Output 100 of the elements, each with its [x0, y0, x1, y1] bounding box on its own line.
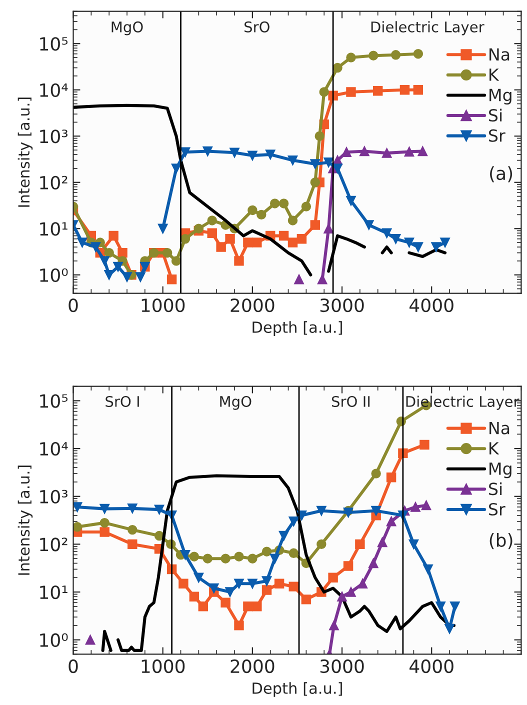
annotation: SrO II: [332, 396, 370, 408]
point: [274, 578, 284, 588]
point: [386, 516, 396, 526]
y-tick-label: 10⁵: [40, 394, 68, 408]
point: [216, 242, 226, 252]
legend-label: Sr: [489, 129, 506, 142]
point: [288, 548, 299, 558]
point: [444, 624, 454, 634]
point: [162, 248, 172, 258]
point: [310, 220, 320, 230]
point: [194, 572, 204, 582]
x-tick-label: 3000: [320, 298, 364, 312]
y-axis-title: Intensity [a.u.]: [18, 98, 33, 207]
point: [262, 546, 272, 556]
point: [243, 238, 253, 248]
point: [248, 578, 258, 588]
point: [136, 272, 146, 282]
point: [343, 561, 354, 571]
point: [194, 224, 204, 234]
point: [324, 224, 334, 234]
point: [207, 228, 217, 238]
point: [400, 85, 410, 95]
y-tick-label: 10²: [40, 538, 68, 552]
x-tick-label: 4000: [410, 298, 454, 312]
point: [408, 539, 419, 550]
point: [431, 242, 441, 252]
point: [324, 158, 334, 168]
annotation: Dielectric Layer: [371, 21, 484, 36]
point: [346, 52, 356, 62]
point: [189, 592, 200, 602]
point: [128, 539, 138, 550]
point: [316, 506, 326, 516]
x-axis-title: Depth [a.u.]: [252, 321, 342, 336]
legend-label: Si: [489, 482, 502, 496]
annotation: Dielectric Layer: [406, 396, 520, 410]
point: [377, 537, 388, 548]
point: [316, 539, 326, 550]
legend-label: Mg: [490, 462, 512, 478]
point: [100, 504, 110, 514]
x-tick-label: 0: [68, 659, 78, 674]
y-tick-label: 10⁴: [40, 442, 68, 456]
point: [390, 234, 401, 244]
point: [85, 634, 96, 645]
y-tick-label: 10⁰: [40, 268, 68, 282]
point: [122, 272, 132, 282]
point: [342, 147, 352, 158]
x-tick-label: 0: [68, 298, 78, 312]
point: [243, 602, 253, 612]
point: [328, 572, 338, 582]
point: [256, 210, 266, 220]
point: [234, 552, 244, 562]
x-tick-label: 2000: [230, 298, 274, 312]
annotation: SrO: [244, 21, 270, 32]
x-axis-title: Depth [a.u.]: [252, 682, 342, 697]
point: [296, 510, 307, 520]
point: [288, 155, 298, 166]
point: [180, 234, 190, 244]
point: [248, 554, 258, 564]
point: [225, 587, 235, 597]
point: [73, 522, 82, 532]
point: [360, 146, 370, 156]
point: [413, 85, 424, 95]
x-tick-label: 2000: [230, 659, 274, 674]
y-tick-label: 10¹: [40, 585, 68, 600]
point: [386, 472, 396, 482]
point: [171, 164, 182, 174]
point: [368, 50, 378, 60]
point: [346, 196, 356, 206]
point: [355, 539, 365, 550]
y-tick-label: 10⁰: [40, 633, 68, 647]
point: [108, 230, 118, 241]
point: [278, 230, 289, 241]
point: [436, 602, 446, 612]
annotation: (b): [490, 532, 512, 550]
point: [404, 146, 414, 157]
legend-label: K: [490, 442, 500, 454]
legend-label: Mg: [490, 88, 512, 105]
point: [440, 238, 450, 248]
point: [413, 49, 424, 59]
point: [180, 147, 190, 158]
point: [410, 502, 420, 512]
point: [368, 558, 378, 568]
point: [329, 620, 339, 630]
point: [390, 50, 401, 60]
point: [332, 164, 342, 174]
legend-label: Na: [490, 422, 510, 434]
point: [207, 216, 217, 226]
point: [413, 242, 424, 252]
point: [332, 62, 342, 73]
point: [270, 198, 280, 208]
point: [423, 564, 433, 574]
point: [382, 148, 392, 158]
point: [371, 506, 381, 516]
point: [220, 554, 230, 564]
point: [420, 440, 430, 450]
point: [310, 159, 320, 169]
point: [248, 150, 258, 160]
point: [288, 516, 299, 526]
legend-label: Si: [489, 108, 502, 122]
point: [178, 578, 188, 588]
